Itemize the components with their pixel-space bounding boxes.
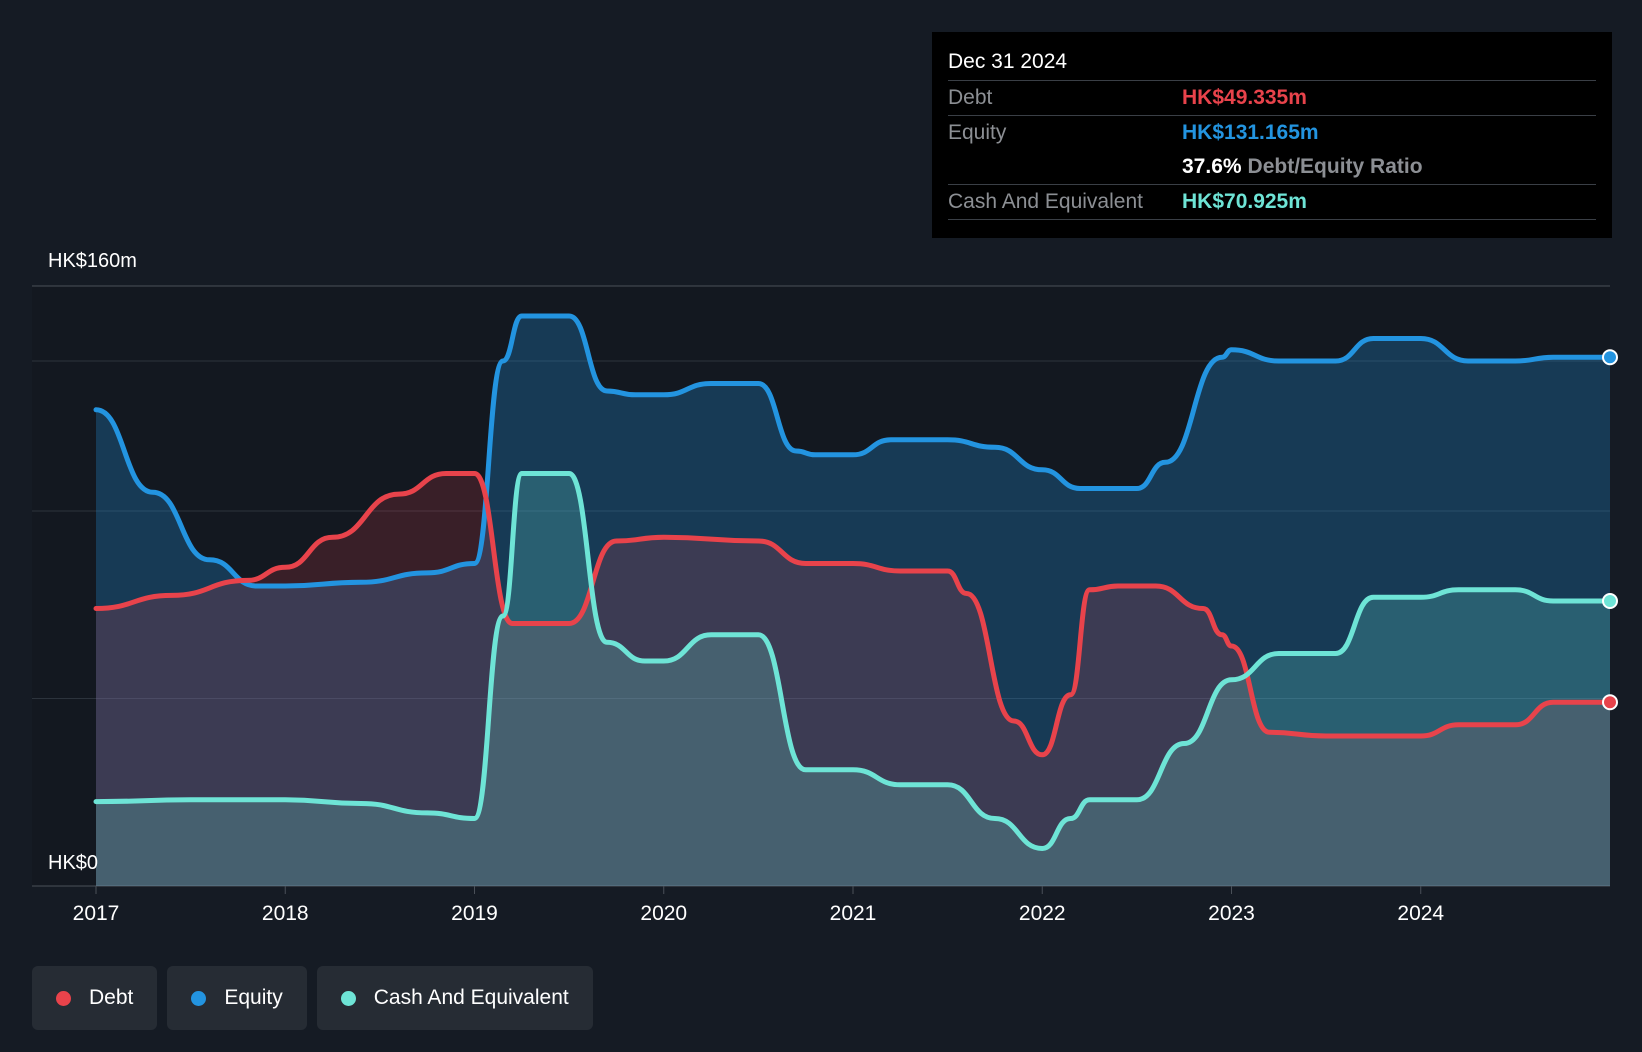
- equity-area: [96, 316, 1610, 886]
- legend-item-debt[interactable]: Debt: [32, 966, 158, 1030]
- tooltip-ratio-value: 37.6%: [1182, 155, 1242, 178]
- debt-line: [93, 471, 1613, 758]
- x-tick-label-2022: 2022: [1019, 902, 1066, 925]
- cash-and-equivalent-line: [93, 471, 1613, 851]
- x-tick-label-2018: 2018: [262, 902, 309, 925]
- tooltip-ratio-spacer: [948, 150, 1182, 184]
- equity-line: [93, 313, 1613, 589]
- legend-label-equity: Equity: [224, 986, 283, 1009]
- debt-end-marker: [1602, 694, 1618, 711]
- tooltip-ratio-label: Debt/Equity Ratio: [1247, 155, 1423, 178]
- tooltip-equity-value: HK$131.165m: [1182, 121, 1319, 144]
- tooltip-cash-value: HK$70.925m: [1182, 190, 1307, 213]
- cash-dot-icon: [340, 990, 356, 1006]
- tooltip-cash-label: Cash And Equivalent: [948, 190, 1143, 213]
- y-axis-bottom-label: HK$0: [48, 852, 99, 874]
- legend-label-cash: Cash And Equivalent: [373, 986, 569, 1009]
- tooltip-debt-row: Debt HK$49.335m: [948, 81, 1596, 116]
- x-tick-label-2020: 2020: [640, 902, 687, 925]
- tooltip-date: Dec 31 2024: [948, 44, 1596, 81]
- x-tick-label-2021: 2021: [830, 902, 877, 925]
- x-tick-label-2024: 2024: [1397, 902, 1444, 925]
- legend-label-debt: Debt: [89, 986, 134, 1009]
- tooltip-debt-label: Debt: [948, 86, 993, 109]
- x-tick-label-2019: 2019: [451, 902, 498, 925]
- tooltip-cash-row: Cash And Equivalent HK$70.925m: [948, 185, 1596, 220]
- y-axis-top-label: HK$160m: [48, 250, 137, 272]
- debt-area: [96, 473, 1610, 886]
- legend-item-cash[interactable]: Cash And Equivalent: [316, 966, 593, 1030]
- debt-dot-icon: [56, 990, 71, 1006]
- equity-end-marker: [1602, 349, 1618, 366]
- legend-item-equity[interactable]: Equity: [167, 966, 307, 1030]
- tooltip-debt-value: HK$49.335m: [1182, 86, 1307, 109]
- chart-legend: Debt Equity Cash And Equivalent: [32, 966, 603, 1030]
- cash-and-equivalent-area: [96, 473, 1610, 886]
- tooltip-panel: Dec 31 2024 Debt HK$49.335m Equity HK$13…: [932, 32, 1612, 238]
- x-tick-label-2023: 2023: [1208, 902, 1255, 925]
- tooltip-equity-label: Equity: [948, 121, 1007, 144]
- tooltip-ratio-row: 37.6% Debt/Equity Ratio: [948, 150, 1596, 185]
- cash-and-equivalent-end-marker: [1602, 593, 1618, 609]
- tooltip-equity-row: Equity HK$131.165m: [948, 116, 1596, 150]
- equity-dot-icon: [191, 990, 207, 1006]
- x-tick-label-2017: 2017: [73, 902, 120, 925]
